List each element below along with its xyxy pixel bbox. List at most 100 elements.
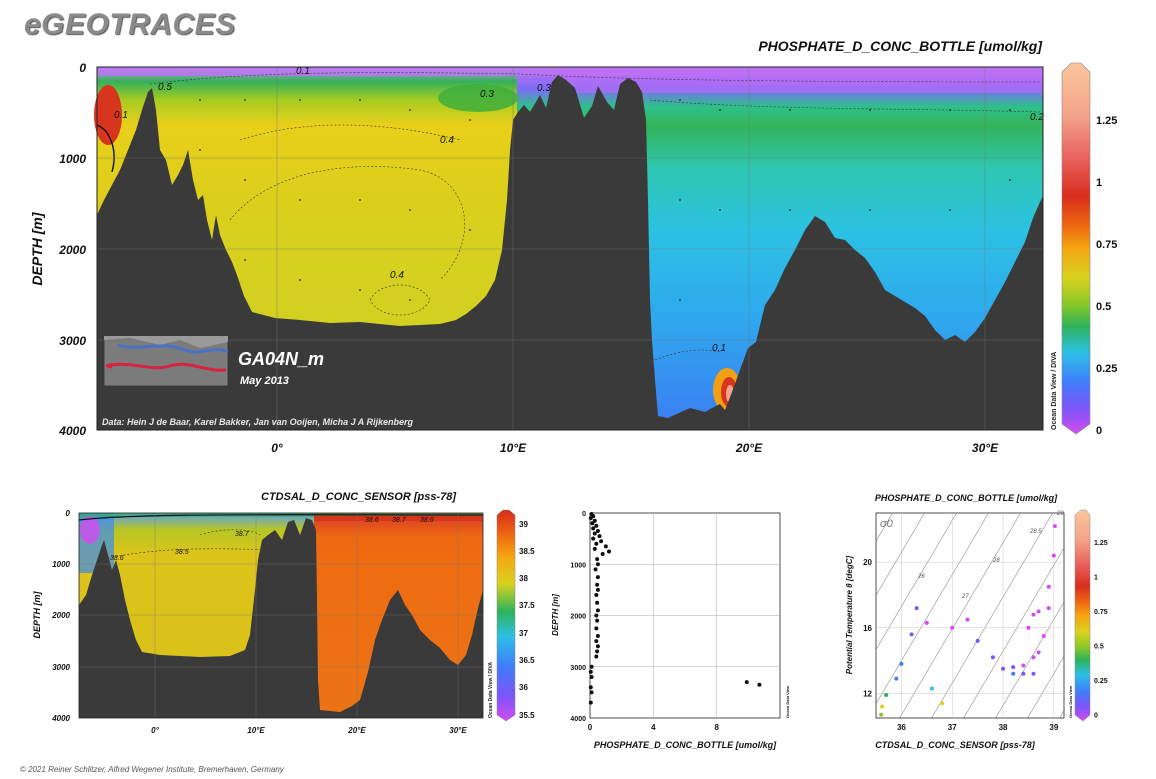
data-point bbox=[1021, 671, 1026, 676]
contour-label: 0.3 bbox=[537, 83, 551, 94]
data-point bbox=[589, 690, 594, 695]
colorbar-tick: 0.5 bbox=[1094, 644, 1104, 651]
data-point bbox=[591, 536, 596, 541]
contour-label: 38.5 bbox=[175, 549, 189, 556]
x-tick-label: 8 bbox=[714, 723, 719, 732]
data-point bbox=[588, 685, 593, 690]
data-point bbox=[595, 562, 600, 567]
isopycnal-line bbox=[931, 513, 1053, 718]
isopycnal-line bbox=[963, 547, 1064, 718]
data-point bbox=[599, 539, 604, 544]
data-point bbox=[595, 649, 600, 654]
data-point bbox=[595, 575, 600, 580]
watermark: Ocean Data View bbox=[785, 685, 790, 718]
data-point bbox=[884, 693, 889, 698]
data-point bbox=[899, 661, 904, 666]
x-tick-label: 20°E bbox=[347, 726, 366, 735]
colorbar-tick: 0.5 bbox=[1096, 301, 1111, 313]
x-tick-label: 36 bbox=[897, 723, 906, 732]
data-credits: Data: Hein J de Baar, Karel Bakker, Jan … bbox=[102, 417, 413, 427]
data-point bbox=[595, 528, 600, 533]
data-point bbox=[607, 549, 611, 554]
x-axis-label: CTDSAL_D_CONC_SENSOR [pss-78] bbox=[875, 740, 1036, 750]
isopycnal-label: 28.5 bbox=[1029, 529, 1042, 535]
data-point bbox=[894, 676, 899, 681]
contour-label: 0.2 bbox=[1030, 112, 1044, 123]
data-point bbox=[880, 704, 885, 709]
colorbar-tick: 37.5 bbox=[519, 601, 535, 610]
data-point bbox=[589, 675, 594, 679]
data-point bbox=[1021, 663, 1026, 668]
contour-label: 0.4 bbox=[390, 270, 404, 281]
colorbar-tick: 36 bbox=[519, 683, 528, 692]
data-point bbox=[1026, 625, 1031, 630]
y-tick-label: 20 bbox=[863, 558, 872, 567]
salinity-bathymetry bbox=[79, 518, 483, 718]
colorbar-tick: 0.75 bbox=[1096, 239, 1117, 251]
data-point bbox=[589, 664, 594, 669]
y-tick-label: 3000 bbox=[52, 663, 70, 672]
y-tick-label: 4000 bbox=[58, 424, 86, 438]
data-point bbox=[940, 701, 945, 706]
watermark: Ocean Data View / DIVA bbox=[1051, 352, 1058, 430]
data-point bbox=[1052, 524, 1057, 529]
data-point bbox=[1011, 671, 1016, 676]
data-point bbox=[1051, 553, 1056, 558]
data-point bbox=[594, 626, 599, 631]
profile-scatter-chart: 0 4 8 0 1000 2000 3000 4000 PHOSPHATE_D_CONC_BOT… bbox=[551, 511, 790, 750]
contour-label: 0.1 bbox=[114, 110, 128, 121]
colorbar-tick: 39 bbox=[519, 520, 528, 529]
copyright: © 2021 Reiner Schlitzer, Alfred Wegener … bbox=[20, 765, 284, 774]
colorbar-tick: 0.25 bbox=[1096, 363, 1117, 375]
x-tick-label: 20°E bbox=[735, 441, 763, 455]
colorbar-tick: 35.5 bbox=[519, 711, 535, 720]
cruise-name: GA04N_m bbox=[238, 349, 324, 369]
data-point bbox=[594, 593, 599, 597]
data-point bbox=[595, 582, 600, 587]
isopycnal-line bbox=[899, 513, 1021, 718]
data-point bbox=[594, 654, 599, 659]
data-point bbox=[594, 541, 599, 546]
contour-label: 0.1 bbox=[712, 343, 726, 354]
cruise-track-map bbox=[103, 335, 229, 387]
sample-points bbox=[199, 99, 1011, 301]
contour-label: 0.3 bbox=[480, 89, 494, 100]
isopycnal-label: 29 bbox=[1056, 511, 1064, 517]
isopycnal-line bbox=[1132, 453, 1156, 758]
isopycnal-label: 27 bbox=[961, 594, 969, 600]
data-point bbox=[1036, 609, 1041, 614]
x-tick-label: 38 bbox=[999, 723, 1008, 732]
data-point bbox=[929, 686, 934, 691]
y-tick-label: 3000 bbox=[570, 665, 586, 672]
data-point bbox=[595, 600, 600, 605]
contour-label: 38.6 bbox=[420, 517, 434, 524]
salinity-colorbar bbox=[496, 509, 516, 722]
x-tick-label: 30°E bbox=[449, 726, 467, 735]
data-point bbox=[588, 700, 593, 705]
data-point bbox=[744, 680, 749, 685]
x-tick-label: 4 bbox=[651, 723, 656, 732]
data-point bbox=[975, 638, 980, 643]
data-point bbox=[595, 644, 600, 649]
watermark: Ocean Data View / DIVA bbox=[488, 662, 494, 718]
data-point bbox=[1031, 671, 1036, 676]
contour-label: 0.5 bbox=[158, 82, 172, 93]
y-tick-label: 0 bbox=[79, 61, 86, 75]
data-point bbox=[595, 557, 600, 562]
colorbar-tick: 0 bbox=[1096, 425, 1102, 437]
data-point bbox=[593, 567, 598, 572]
data-point bbox=[588, 516, 593, 521]
data-point bbox=[879, 712, 884, 717]
plot-frame bbox=[875, 512, 1065, 719]
y-tick-label: 1000 bbox=[52, 560, 70, 569]
y-tick-label: 2000 bbox=[58, 243, 86, 257]
x-tick-label: 0° bbox=[151, 726, 159, 735]
y-tick-label: 2000 bbox=[570, 614, 586, 621]
y-tick-label: 0 bbox=[66, 509, 71, 518]
contour-label: 0.1 bbox=[296, 66, 310, 77]
data-point bbox=[1011, 665, 1016, 670]
y-tick-label: 2000 bbox=[51, 611, 70, 620]
data-point bbox=[757, 682, 762, 687]
salinity-title: CTDSAL_D_CONC_SENSOR [pss-78] bbox=[261, 491, 456, 503]
x-tick-label: 0° bbox=[271, 441, 283, 455]
